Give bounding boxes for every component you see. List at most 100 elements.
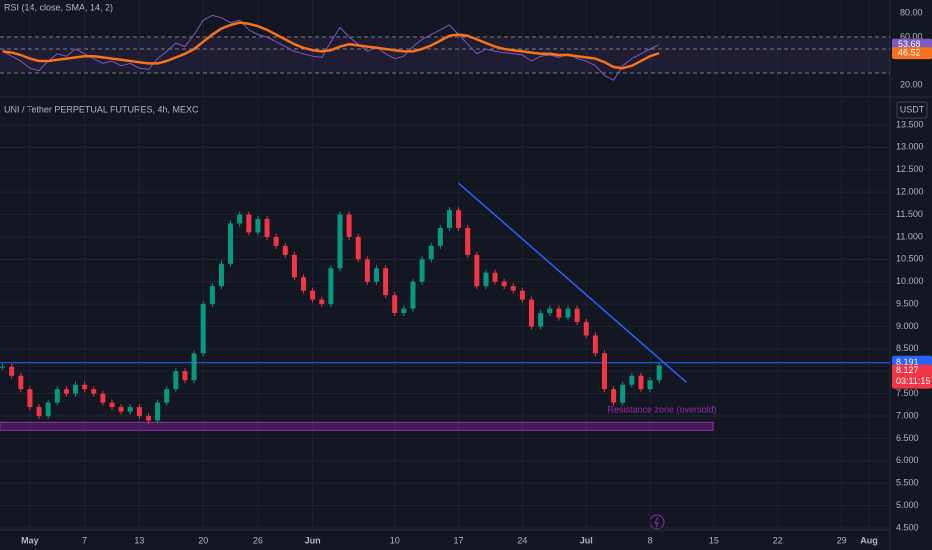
candle [601,353,607,390]
candle [620,384,626,403]
x-tick-label: 10 [390,535,400,545]
x-tick-label: 22 [773,535,783,545]
candle [410,281,416,309]
last-price-box [892,364,932,389]
currency-button[interactable] [896,101,928,119]
candle [200,304,206,354]
candle [18,375,24,390]
zone-label: Resistance zone (oversold) [607,405,716,415]
y-tick-label: 11.000 [896,231,923,241]
candle [73,384,79,394]
candle [63,389,69,394]
y-tick-label: 5.500 [896,478,919,488]
candle [164,389,170,403]
candle [592,335,598,354]
candle [155,402,161,421]
y-tick-label: 12.000 [896,187,924,197]
candle [182,371,188,381]
rsi-tick-label: 60.00 [900,31,923,41]
y-tick-label: 13.500 [896,119,924,129]
x-tick-label: 24 [517,535,527,545]
candle [337,214,343,269]
candle [319,299,325,305]
currency[interactable]: USDT [900,104,925,114]
candle [127,407,133,412]
candle [656,365,662,381]
y-tick-label: 10.500 [896,254,924,264]
rsi-sma-value: 46.52 [898,48,921,58]
candle [392,295,398,314]
candle [264,219,270,237]
x-tick-label: 8 [648,535,653,545]
rsi-tick-label: 80.00 [900,7,923,17]
rsi-tick-label: 20.00 [900,79,923,89]
y-tick-label: 13.000 [896,142,924,152]
candle [273,236,279,246]
candle [301,277,307,291]
zone [0,421,714,431]
y-tick-label: 12.500 [896,164,924,174]
candle [574,308,580,323]
candle [419,259,425,282]
candle [0,366,6,368]
x-tick-label: 20 [198,535,208,545]
candle [45,402,51,417]
candle [501,281,507,287]
y-tick-label: 6.000 [896,455,919,465]
candle [282,245,288,255]
y-tick-label: 9.500 [896,298,919,308]
y-tick-label: 5.000 [896,500,919,510]
y-tick-label: 9.000 [896,321,919,331]
candle [456,210,462,228]
candle [556,308,562,318]
rsi-legend: RSI (14, close, SMA, 14, 2) [4,2,113,12]
candle [474,254,480,287]
candle [355,236,361,260]
x-tick-label: Aug [860,535,878,545]
x-tick-label: 13 [134,535,144,545]
x-tick-label: 15 [709,535,719,545]
candle [255,219,261,233]
candle [191,353,197,381]
candle [237,214,243,224]
candle [483,272,489,287]
candle [638,375,644,390]
candle [118,407,124,412]
x-tick-label: Jun [305,535,321,545]
candle [36,407,42,417]
y-tick-label: 8.500 [896,343,919,353]
candle [310,290,316,300]
candle [583,322,589,336]
candle [383,268,389,296]
rsi-value: 53.68 [898,39,921,49]
candle [145,416,151,421]
candle [538,313,544,327]
candle [27,389,33,408]
candle [364,259,370,282]
rsi-sma-line [2,21,660,70]
candle [565,308,571,318]
y-tick-label: 11.500 [896,209,923,219]
y-tick-label: 6.500 [896,433,919,443]
candle [109,402,115,408]
y-tick-label: 7.500 [896,388,919,398]
candle [291,254,297,278]
x-tick-label: 7 [82,535,87,545]
candle [346,214,352,237]
candle [519,290,525,300]
candle [218,263,224,287]
y-tick-label: 7.000 [896,410,919,420]
candle [629,375,635,385]
candle [437,227,443,246]
candle [446,210,452,228]
last-price: 8.127 [896,365,919,375]
candle [373,268,379,282]
candle [492,272,498,282]
alert-bolt [654,516,659,528]
candle [228,223,234,264]
candle [246,214,252,233]
candle [328,268,334,305]
